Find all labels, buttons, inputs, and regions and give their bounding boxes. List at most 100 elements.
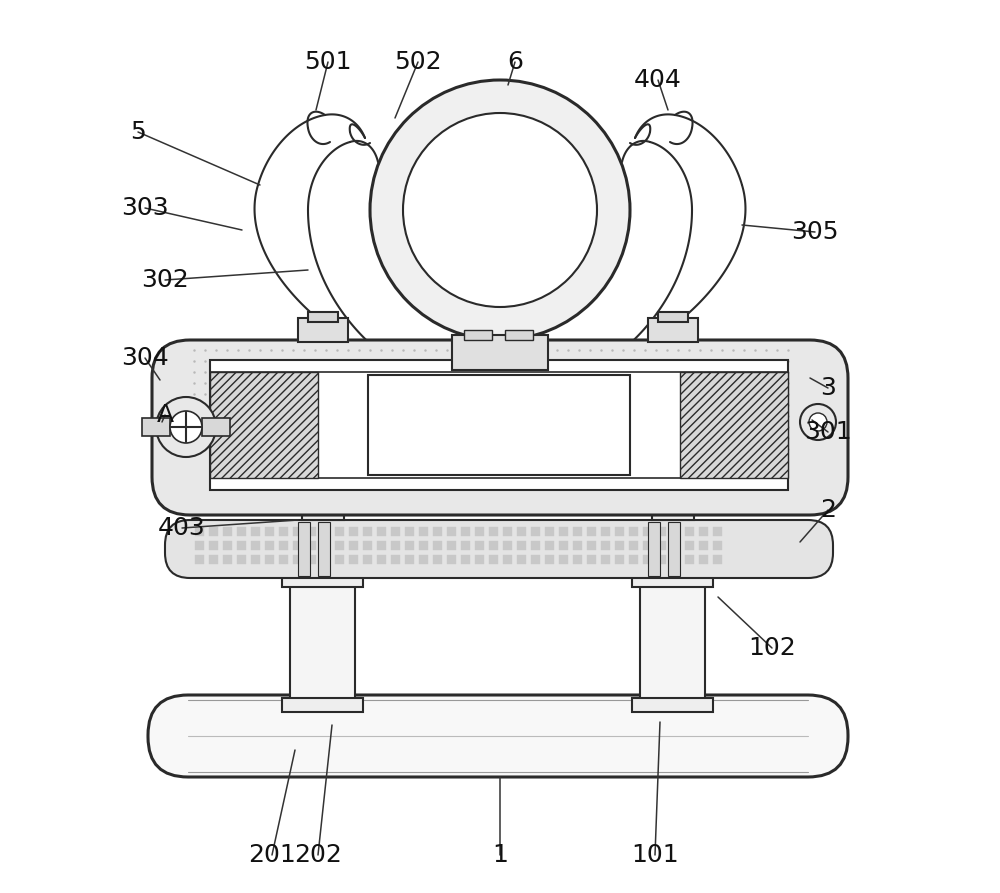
Bar (517, 527, 526, 536)
Bar (545, 527, 554, 536)
Bar (587, 541, 596, 550)
Bar (349, 541, 358, 550)
Bar (237, 555, 246, 564)
Bar (573, 541, 582, 550)
Bar (282, 573, 363, 587)
Bar (559, 527, 568, 536)
Bar (699, 541, 708, 550)
Bar (251, 527, 260, 536)
Bar (265, 541, 274, 550)
Bar (657, 527, 666, 536)
FancyBboxPatch shape (165, 520, 833, 578)
Bar (489, 541, 498, 550)
Bar (640, 585, 705, 700)
Bar (531, 555, 540, 564)
Bar (505, 330, 533, 340)
Bar (671, 527, 680, 536)
Bar (377, 555, 386, 564)
Bar (279, 555, 288, 564)
Text: 304: 304 (121, 346, 169, 370)
Bar (433, 555, 442, 564)
Bar (629, 527, 638, 536)
Bar (648, 522, 660, 576)
Bar (293, 555, 302, 564)
Bar (447, 541, 456, 550)
Bar (209, 555, 218, 564)
Bar (713, 527, 722, 536)
Bar (615, 527, 624, 536)
Bar (447, 555, 456, 564)
Circle shape (800, 404, 836, 440)
Bar (489, 527, 498, 536)
Bar (503, 527, 512, 536)
Text: 102: 102 (748, 636, 796, 660)
Bar (210, 372, 318, 478)
Bar (419, 555, 428, 564)
Bar (363, 527, 372, 536)
Bar (195, 527, 204, 536)
Circle shape (809, 413, 827, 431)
Bar (377, 541, 386, 550)
Circle shape (170, 411, 202, 443)
Bar (503, 541, 512, 550)
Bar (680, 372, 788, 478)
Bar (685, 541, 694, 550)
Bar (202, 418, 230, 436)
Bar (601, 527, 610, 536)
Bar (517, 541, 526, 550)
Bar (302, 515, 344, 520)
Bar (461, 527, 470, 536)
Text: 301: 301 (804, 420, 852, 444)
Bar (209, 527, 218, 536)
Bar (307, 527, 316, 536)
Bar (335, 541, 344, 550)
Bar (503, 555, 512, 564)
FancyBboxPatch shape (152, 340, 848, 515)
Bar (308, 312, 338, 322)
Text: 502: 502 (394, 50, 442, 74)
Bar (405, 555, 414, 564)
Bar (265, 555, 274, 564)
Text: 305: 305 (791, 220, 839, 244)
Bar (475, 527, 484, 536)
Bar (433, 527, 442, 536)
Bar (195, 555, 204, 564)
Bar (615, 555, 624, 564)
Bar (615, 541, 624, 550)
Bar (405, 541, 414, 550)
Circle shape (370, 80, 630, 340)
Bar (668, 522, 680, 576)
Bar (363, 555, 372, 564)
Bar (685, 527, 694, 536)
Bar (671, 541, 680, 550)
Bar (671, 555, 680, 564)
Bar (489, 555, 498, 564)
Text: 501: 501 (304, 50, 352, 74)
Bar (307, 555, 316, 564)
Text: 202: 202 (294, 843, 342, 867)
Bar (545, 555, 554, 564)
Bar (559, 555, 568, 564)
Bar (643, 555, 652, 564)
Bar (657, 555, 666, 564)
Bar (335, 555, 344, 564)
Text: 1: 1 (492, 843, 508, 867)
Bar (433, 541, 442, 550)
Bar (237, 527, 246, 536)
Text: 5: 5 (130, 120, 146, 144)
Bar (601, 541, 610, 550)
Bar (293, 527, 302, 536)
Bar (321, 541, 330, 550)
Bar (629, 555, 638, 564)
Bar (195, 541, 204, 550)
Text: A: A (156, 403, 174, 427)
Bar (265, 527, 274, 536)
Bar (643, 527, 652, 536)
Bar (452, 335, 548, 370)
Bar (629, 541, 638, 550)
Bar (298, 522, 310, 576)
Text: 302: 302 (141, 268, 189, 292)
Bar (713, 555, 722, 564)
Bar (419, 527, 428, 536)
Bar (318, 522, 330, 576)
